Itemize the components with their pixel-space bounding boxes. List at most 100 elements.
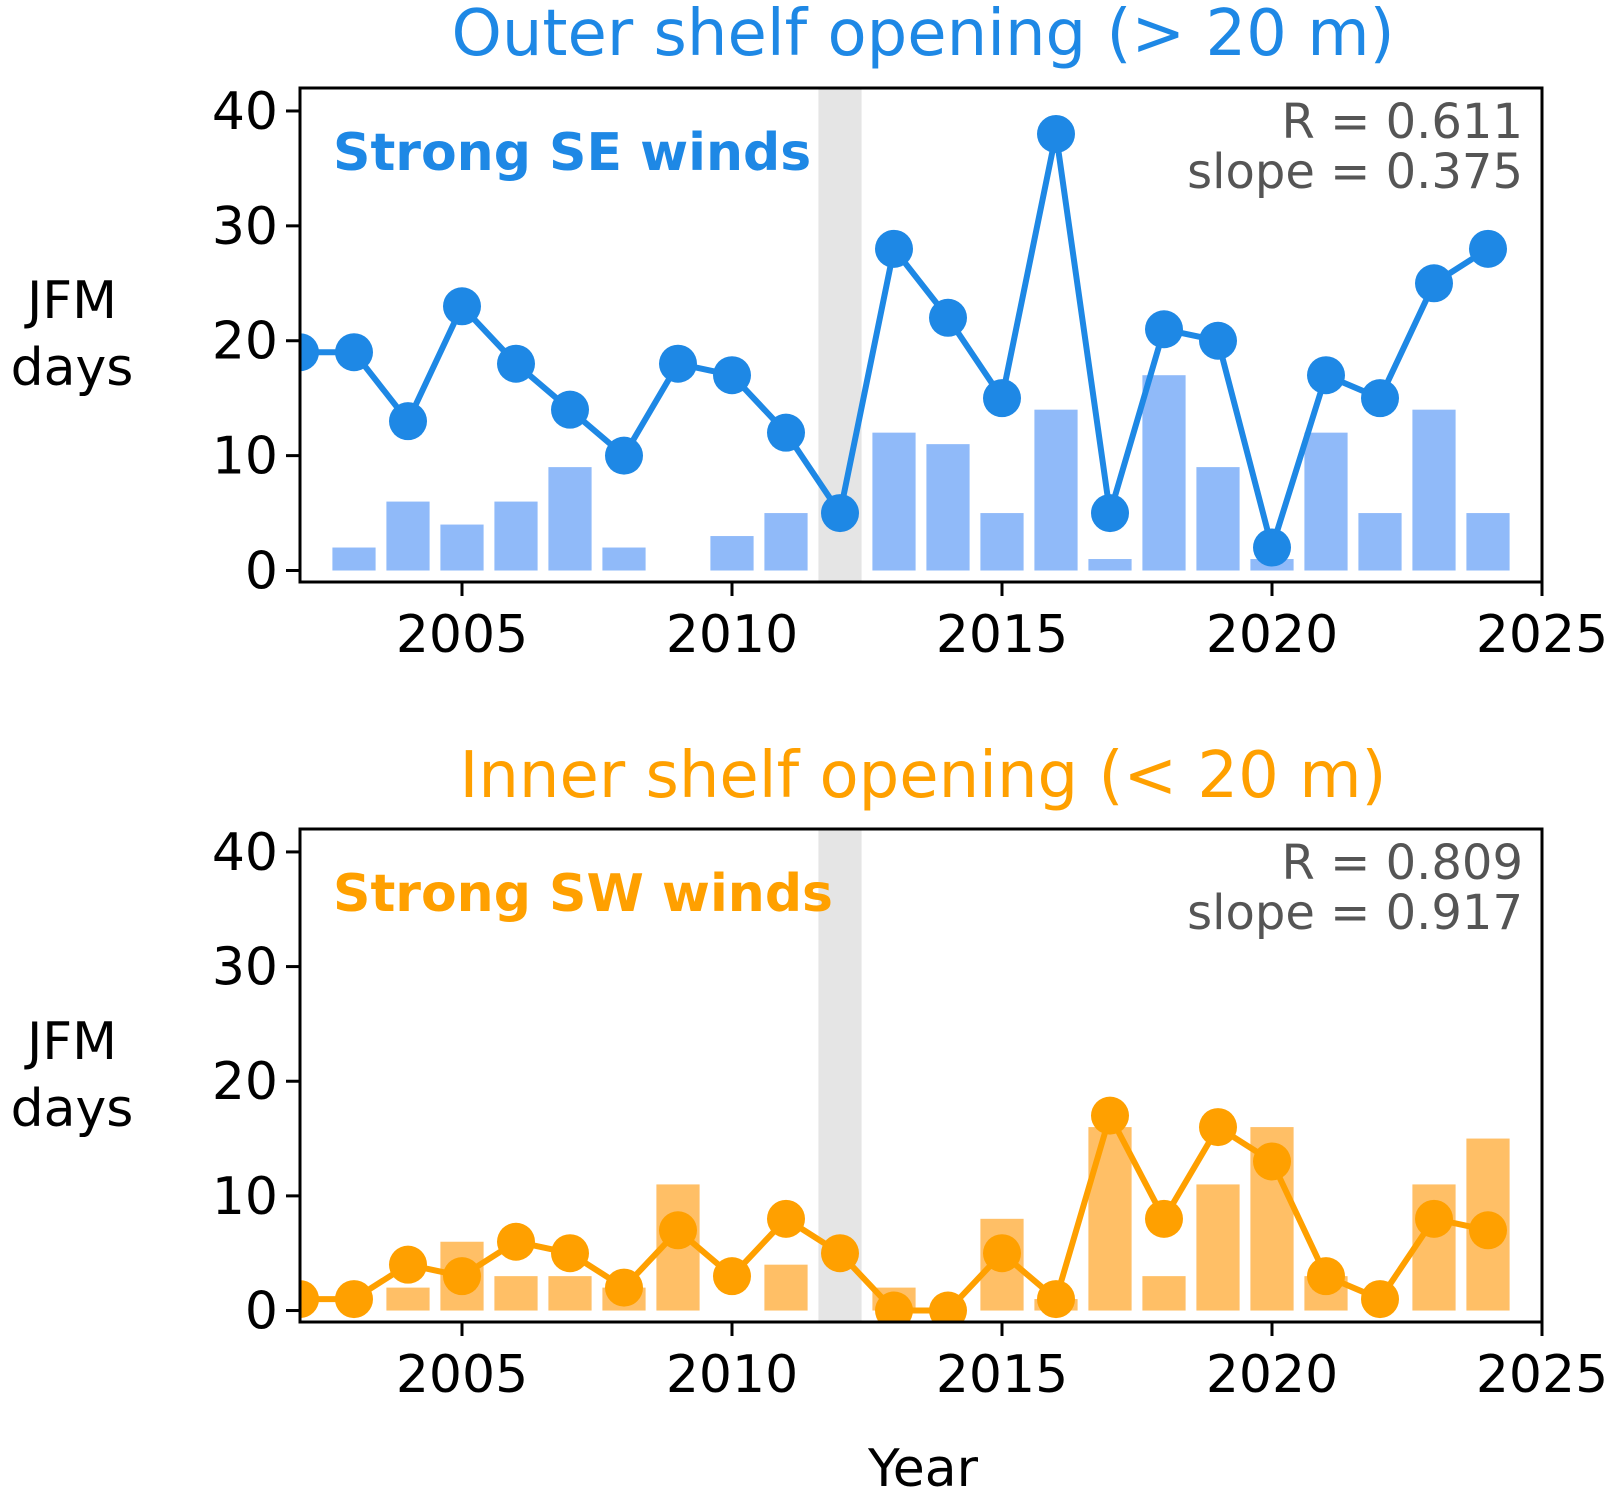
data-point (443, 1257, 481, 1296)
data-point (821, 1234, 859, 1273)
y-tick-label: 40 (212, 82, 278, 142)
x-tick-label: 2025 (1476, 1345, 1608, 1405)
data-point (1253, 528, 1291, 567)
data-point (1253, 1142, 1291, 1181)
axes-frame (298, 86, 1544, 584)
x-tick-label: 2005 (396, 1345, 528, 1405)
data-point (300, 333, 319, 372)
data-point (389, 1245, 427, 1284)
data-point (1415, 1199, 1453, 1238)
axes-frame (298, 827, 1544, 1324)
data-point (1145, 310, 1183, 349)
data-point (443, 287, 481, 326)
x-tick-label: 2010 (666, 1345, 798, 1405)
data-point (821, 494, 859, 533)
panel-title: Outer shelf opening (> 20 m) (451, 0, 1394, 71)
bar (1358, 513, 1402, 571)
data-point (1199, 321, 1237, 360)
bar (440, 524, 484, 571)
bar (1466, 513, 1510, 571)
data-point (1037, 1280, 1075, 1319)
x-tick-label: 2015 (936, 1345, 1068, 1405)
data-point (1361, 379, 1399, 418)
x-tick-label: 2015 (936, 605, 1068, 665)
correlation-label: R = 0.611 (1282, 94, 1524, 150)
correlation-label: R = 0.809 (1282, 835, 1524, 891)
plot-area (300, 88, 1510, 582)
data-point (713, 1257, 751, 1296)
x-tick-label: 2025 (1476, 605, 1608, 665)
bar (1304, 432, 1348, 571)
data-point (1199, 1108, 1237, 1147)
bar (926, 444, 970, 571)
data-point (335, 1280, 373, 1319)
bar (332, 547, 376, 571)
bar (548, 1276, 592, 1311)
data-point (1415, 264, 1453, 303)
bar (494, 501, 538, 571)
data-point (713, 356, 751, 395)
x-tick-label: 2020 (1206, 1345, 1338, 1405)
data-point (605, 436, 643, 475)
inner-shelf-panel: Inner shelf opening (< 20 m) JFM days 0 1… (11, 739, 1609, 1499)
y-axis-label-line2: days (11, 1079, 134, 1139)
bar (494, 1276, 538, 1311)
data-point (1037, 114, 1075, 153)
y-tick-label: 30 (212, 197, 278, 257)
bar (1196, 1184, 1240, 1311)
y-tick-label: 20 (212, 1052, 278, 1112)
data-point (389, 402, 427, 441)
bar (386, 501, 430, 571)
bar (764, 513, 808, 571)
wind-annotation: Strong SE winds (333, 123, 811, 183)
outer-shelf-panel: Outer shelf opening (> 20 m) JFM days 0 1… (11, 0, 1609, 665)
data-point (1469, 1211, 1507, 1250)
data-point (497, 1222, 535, 1261)
bar (1034, 409, 1078, 571)
x-tick-label: 2020 (1206, 605, 1338, 665)
data-point (1307, 1257, 1345, 1296)
data-point (659, 1211, 697, 1250)
x-axis-label: Year (867, 1439, 979, 1499)
y-axis-label-line1: JFM (24, 271, 117, 331)
y-axis-label-line1: JFM (24, 1012, 117, 1072)
data-point (983, 379, 1021, 418)
bar (602, 547, 646, 571)
data-point (300, 1280, 319, 1319)
x-tick-label: 2010 (666, 605, 798, 665)
data-point (1469, 229, 1507, 268)
bar (1142, 375, 1186, 571)
bar (710, 536, 754, 571)
slope-label: slope = 0.375 (1187, 144, 1523, 200)
data-point (659, 344, 697, 383)
data-point (497, 344, 535, 383)
data-point (605, 1268, 643, 1307)
y-tick-label: 10 (212, 1167, 278, 1227)
y-tick-label: 20 (212, 312, 278, 372)
y-tick-label: 40 (212, 823, 278, 883)
plot-area (300, 829, 1510, 1322)
data-point (929, 1291, 967, 1322)
bar (872, 432, 916, 571)
bar (1088, 1127, 1132, 1311)
data-point (983, 1234, 1021, 1273)
data-point (1091, 1096, 1129, 1135)
y-axis-label-line2: days (11, 338, 134, 398)
y-tick-label: 10 (212, 427, 278, 487)
bar (1412, 409, 1456, 571)
slope-label: slope = 0.917 (1187, 885, 1523, 941)
data-point (929, 298, 967, 337)
y-tick-label: 0 (245, 542, 278, 602)
data-point (1361, 1280, 1399, 1319)
bar (1142, 1276, 1186, 1311)
bar (386, 1287, 430, 1311)
bar (764, 1264, 808, 1311)
data-point (551, 390, 589, 429)
x-tick-label: 2005 (396, 605, 528, 665)
data-point (767, 1199, 805, 1238)
bar (1196, 467, 1240, 571)
y-tick-label: 0 (245, 1282, 278, 1342)
panel-title: Inner shelf opening (< 20 m) (459, 739, 1386, 813)
data-point (1091, 494, 1129, 533)
